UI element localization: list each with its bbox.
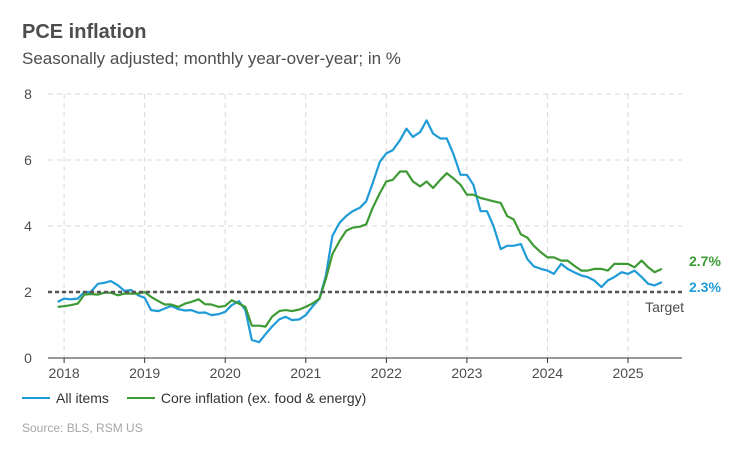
x-tick-label-2024: 2024 (532, 365, 563, 381)
chart-subtitle: Seasonally adjusted; monthly year-over-y… (22, 49, 401, 68)
source-note: Source: BLS, RSM US (22, 421, 143, 435)
x-tick-label-2018: 2018 (49, 365, 80, 381)
legend-label-all-items: All items (56, 390, 109, 406)
y-tick-label-4: 4 (24, 218, 32, 234)
x-tick-label-2021: 2021 (290, 365, 321, 381)
legend-item-all-items: All items (22, 390, 109, 406)
x-tick-label-2025: 2025 (612, 365, 643, 381)
y-tick-label-8: 8 (24, 86, 32, 102)
x-tick-label-2019: 2019 (129, 365, 160, 381)
series-line-all-items (57, 119, 663, 344)
x-tick-label-2023: 2023 (451, 365, 482, 381)
chart-title: PCE inflation (22, 21, 147, 43)
y-tick-label-2: 2 (24, 284, 32, 300)
legend: All items Core inflation (ex. food & ene… (22, 390, 384, 406)
end-label-all-items: 2.3% (689, 279, 721, 295)
legend-item-core: Core inflation (ex. food & energy) (126, 390, 367, 406)
legend-swatch-all-items (22, 397, 50, 399)
legend-label-core: Core inflation (ex. food & energy) (160, 390, 367, 406)
target-label: Target (645, 299, 684, 315)
x-tick-label-2022: 2022 (371, 365, 402, 381)
end-label-core: 2.7% (689, 253, 721, 269)
legend-swatch-core (126, 397, 155, 399)
x-tick-label-2020: 2020 (210, 365, 241, 381)
series-line-core (57, 170, 663, 328)
y-tick-label-6: 6 (24, 152, 32, 168)
y-tick-label-0: 0 (24, 350, 32, 366)
